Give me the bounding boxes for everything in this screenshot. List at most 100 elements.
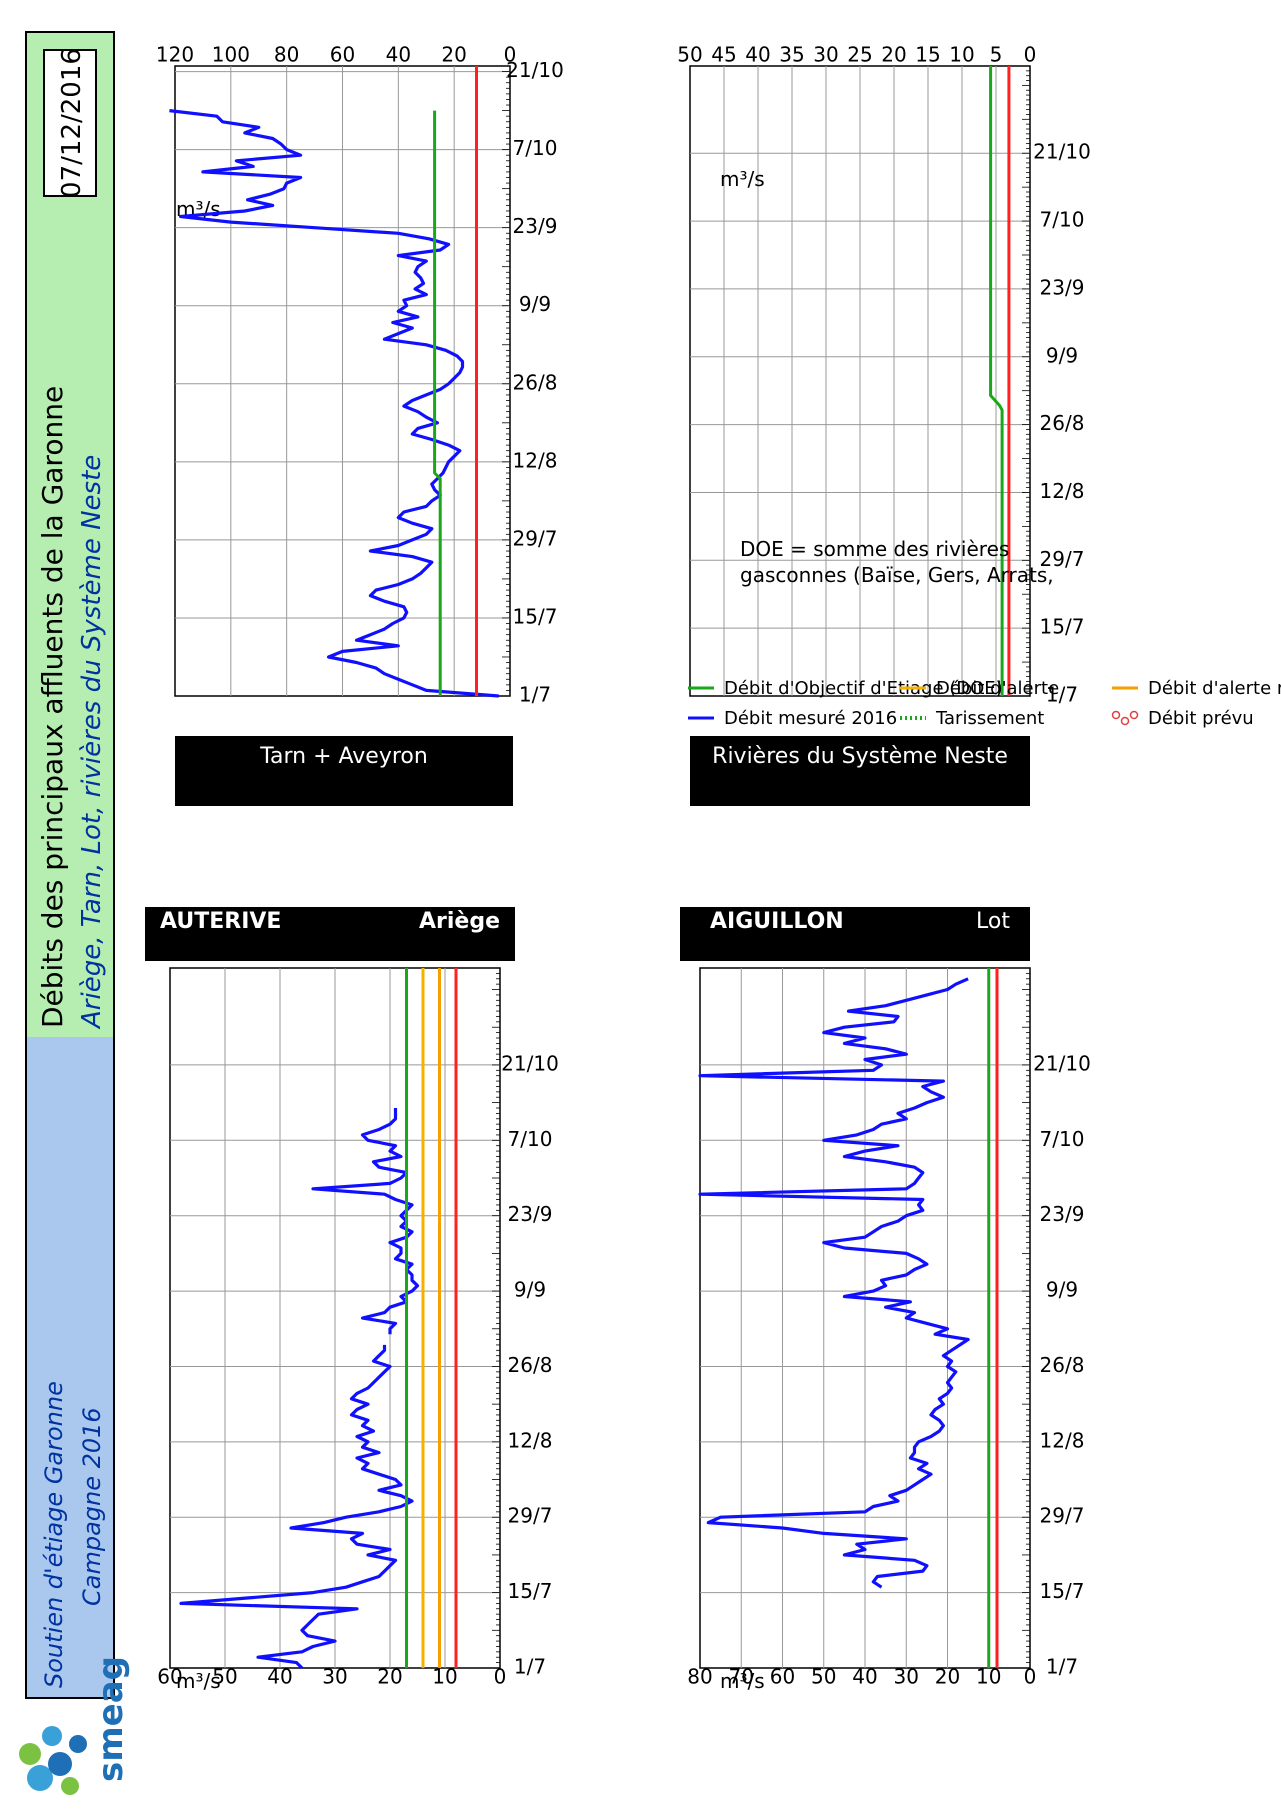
x-tick-label: 7/10 bbox=[513, 136, 558, 160]
y-axis-label: m³/s bbox=[720, 1669, 765, 1693]
x-tick-label: 23/9 bbox=[508, 1202, 553, 1226]
page-title: Débits des principaux affluents de la Ga… bbox=[36, 386, 69, 1028]
legend-label: Débit mesuré 2016 bbox=[724, 708, 897, 729]
legend-label: Débit prévu bbox=[1148, 708, 1254, 729]
x-tick-label: 1/7 bbox=[1046, 1655, 1078, 1679]
x-tick-label: 29/7 bbox=[1040, 1504, 1085, 1528]
header-frame bbox=[25, 31, 115, 1699]
y-tick-label: 5 bbox=[990, 43, 1003, 67]
legend-label: Débit d'alerte bbox=[936, 678, 1059, 699]
x-tick-label: 1/7 bbox=[514, 1655, 546, 1679]
lot-station: AIGUILLON bbox=[710, 909, 844, 934]
smeag-logo: smeag bbox=[19, 1656, 131, 1795]
x-tick-label: 23/9 bbox=[1040, 1202, 1085, 1226]
y-tick-label: 50 bbox=[677, 43, 702, 67]
legend-item: Débit d'Objectif d'Etiage (DOE) bbox=[688, 678, 1003, 699]
tagline-left: Soutien d'étiage Garonne bbox=[40, 1381, 68, 1688]
x-tick-label: 21/10 bbox=[1033, 1051, 1091, 1075]
y-tick-label: 45 bbox=[711, 43, 736, 67]
x-tick-label: 26/8 bbox=[1040, 1353, 1085, 1377]
y-tick-label: 60 bbox=[770, 1665, 795, 1689]
y-axis-label: m³/s bbox=[720, 167, 765, 191]
x-tick-label: 15/7 bbox=[1040, 1579, 1085, 1603]
campaign-label: Campagne 2016 bbox=[78, 1407, 106, 1606]
x-tick-label: 29/7 bbox=[508, 1504, 553, 1528]
x-tick-label: 1/7 bbox=[519, 683, 551, 707]
x-tick-label: 7/10 bbox=[1040, 208, 1085, 232]
y-tick-label: 10 bbox=[949, 43, 974, 67]
y-tick-label: 0 bbox=[504, 43, 517, 67]
lot-title-bar bbox=[680, 907, 1030, 961]
y-tick-label: 0 bbox=[1024, 1665, 1037, 1689]
legend-swatch bbox=[1111, 710, 1121, 720]
chart-tarn-aveyron: 0 20 40 60 80 100 120 1/7 15/7 29/7 12/8 26/8 9/9 23/… bbox=[156, 43, 936, 707]
y-tick-label: 100 bbox=[212, 43, 250, 67]
x-tick-label: 9/9 bbox=[1046, 343, 1078, 367]
chart-neste: 05 10 15 20 25 30 35 40 45 50 1/7 15/7 29/7 12/8 26/8 9… bbox=[677, 43, 1091, 707]
y-tick-label: 60 bbox=[330, 43, 355, 67]
y-tick-label: 15 bbox=[915, 43, 940, 67]
y-tick-label: 35 bbox=[779, 43, 804, 67]
x-tick-label: 9/9 bbox=[519, 292, 551, 316]
x-tick-label: 21/10 bbox=[501, 1051, 559, 1075]
header-green-panel bbox=[27, 33, 113, 1037]
legend-label: Débit d'alerte renforcée bbox=[1148, 678, 1281, 699]
x-tick-label: 15/7 bbox=[513, 604, 558, 628]
logo-text: smeag bbox=[91, 1656, 131, 1782]
y-tick-label: 80 bbox=[687, 1665, 712, 1689]
x-tick-label: 26/8 bbox=[508, 1353, 553, 1377]
x-tick-label: 29/7 bbox=[1040, 547, 1085, 571]
tarn-title-bar bbox=[175, 736, 513, 806]
x-tick-label: 29/7 bbox=[513, 526, 558, 550]
y-tick-label: 60 bbox=[157, 1665, 182, 1689]
y-tick-label: 40 bbox=[852, 1665, 877, 1689]
y-tick-label: 120 bbox=[156, 43, 194, 67]
legend-item: Débit d'alerte renforcée bbox=[1112, 678, 1281, 699]
y-tick-label: 0 bbox=[1024, 43, 1037, 67]
series-line bbox=[433, 110, 442, 696]
y-tick-label: 80 bbox=[274, 43, 299, 67]
date-box bbox=[43, 49, 97, 197]
page-subtitle: Ariège, Tarn, Lot, rivières du Système N… bbox=[77, 455, 107, 1030]
x-tick-label: 9/9 bbox=[1046, 1278, 1078, 1302]
ariege-station: AUTERIVE bbox=[160, 909, 281, 934]
legend-item: Débit mesuré 2016 bbox=[688, 708, 897, 729]
y-tick-label: 30 bbox=[894, 1665, 919, 1689]
chart-ariege: 0 10 20 30 40 50 60 1/7 15/7 29/7 12/8 26/8 9/9 23/9 7… bbox=[157, 967, 559, 1693]
y-tick-label: 20 bbox=[441, 43, 466, 67]
x-tick-label: 12/8 bbox=[1040, 479, 1085, 503]
legend-item: Débit d'alerte bbox=[900, 678, 1059, 699]
neste-title-bar bbox=[690, 736, 1030, 806]
y-tick-label: 30 bbox=[813, 43, 838, 67]
y-tick-label: 40 bbox=[267, 1665, 292, 1689]
neste-title: Rivières du Système Neste bbox=[712, 744, 1008, 769]
series-line bbox=[179, 1344, 414, 1670]
y-tick-label: 40 bbox=[745, 43, 770, 67]
y-tick-label: 0 bbox=[494, 1665, 507, 1689]
y-tick-label: 20 bbox=[881, 43, 906, 67]
y-tick-label: 20 bbox=[377, 1665, 402, 1689]
annotation: gasconnes (Baïse, Gers, Arrats, bbox=[740, 563, 1054, 587]
x-tick-label: 15/7 bbox=[508, 1579, 553, 1603]
series-line bbox=[169, 109, 499, 698]
x-tick-label: 21/10 bbox=[1033, 140, 1091, 164]
panel-title-bars: AUTERIVE Ariège Tarn + Aveyron AIGUILLON… bbox=[145, 736, 1030, 961]
x-tick-label: 15/7 bbox=[1040, 615, 1085, 639]
x-tick-label: 12/8 bbox=[513, 448, 558, 472]
y-axis-label: m³/s bbox=[176, 1669, 221, 1693]
y-tick-label: 25 bbox=[847, 43, 872, 67]
legend-swatch bbox=[1120, 716, 1130, 726]
legend: Débit mesuré 2016 Débit d'Objectif d'Etia… bbox=[688, 678, 1281, 729]
y-tick-label: 50 bbox=[212, 1665, 237, 1689]
legend-label: Débit d'Objectif d'Etiage (DOE) bbox=[724, 678, 1003, 699]
y-tick-label: 50 bbox=[811, 1665, 836, 1689]
series-line bbox=[989, 66, 1004, 696]
header-blue-panel bbox=[27, 1037, 113, 1697]
x-tick-label: 26/8 bbox=[1040, 411, 1085, 435]
y-tick-label: 20 bbox=[935, 1665, 960, 1689]
x-tick-label: 21/10 bbox=[506, 58, 564, 82]
legend-item: Débit prévu bbox=[1111, 708, 1254, 729]
x-tick-label: 26/8 bbox=[513, 370, 558, 394]
